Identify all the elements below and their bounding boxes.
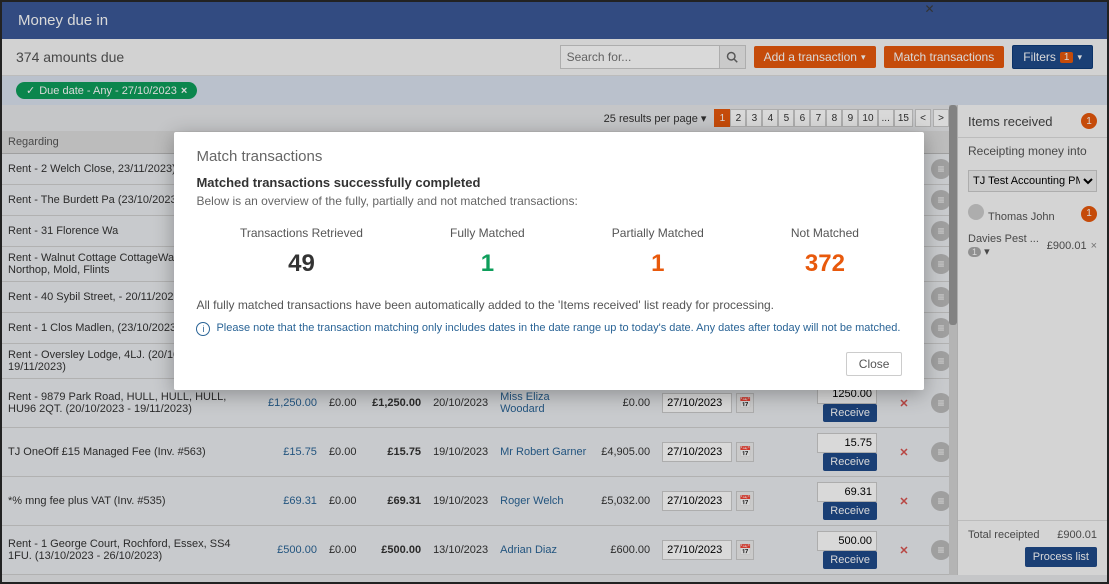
stat-fully-label: Fully Matched: [450, 226, 525, 240]
stat-retrieved-value: 49: [240, 250, 363, 278]
modal-info: iPlease note that the transaction matchi…: [196, 322, 902, 336]
modal-close-icon[interactable]: ✕: [924, 2, 934, 16]
match-transactions-modal: Match transactions Matched transactions …: [174, 132, 924, 390]
stat-fully-value: 1: [450, 250, 525, 278]
modal-subtitle: Matched transactions successfully comple…: [196, 175, 902, 190]
stat-notmatched-label: Not Matched: [791, 226, 859, 240]
stat-partial-label: Partially Matched: [612, 226, 704, 240]
stat-notmatched-value: 372: [791, 250, 859, 278]
stat-retrieved-label: Transactions Retrieved: [240, 226, 363, 240]
modal-note: All fully matched transactions have been…: [196, 298, 902, 312]
info-icon: i: [196, 322, 210, 336]
modal-overlay: Match transactions Matched transactions …: [2, 2, 1107, 582]
modal-description: Below is an overview of the fully, parti…: [196, 194, 902, 208]
modal-close-button[interactable]: Close: [846, 352, 903, 376]
stat-partial-value: 1: [612, 250, 704, 278]
app-root: Money due in 374 amounts due Add a trans…: [0, 0, 1109, 584]
modal-title: Match transactions: [196, 148, 902, 165]
